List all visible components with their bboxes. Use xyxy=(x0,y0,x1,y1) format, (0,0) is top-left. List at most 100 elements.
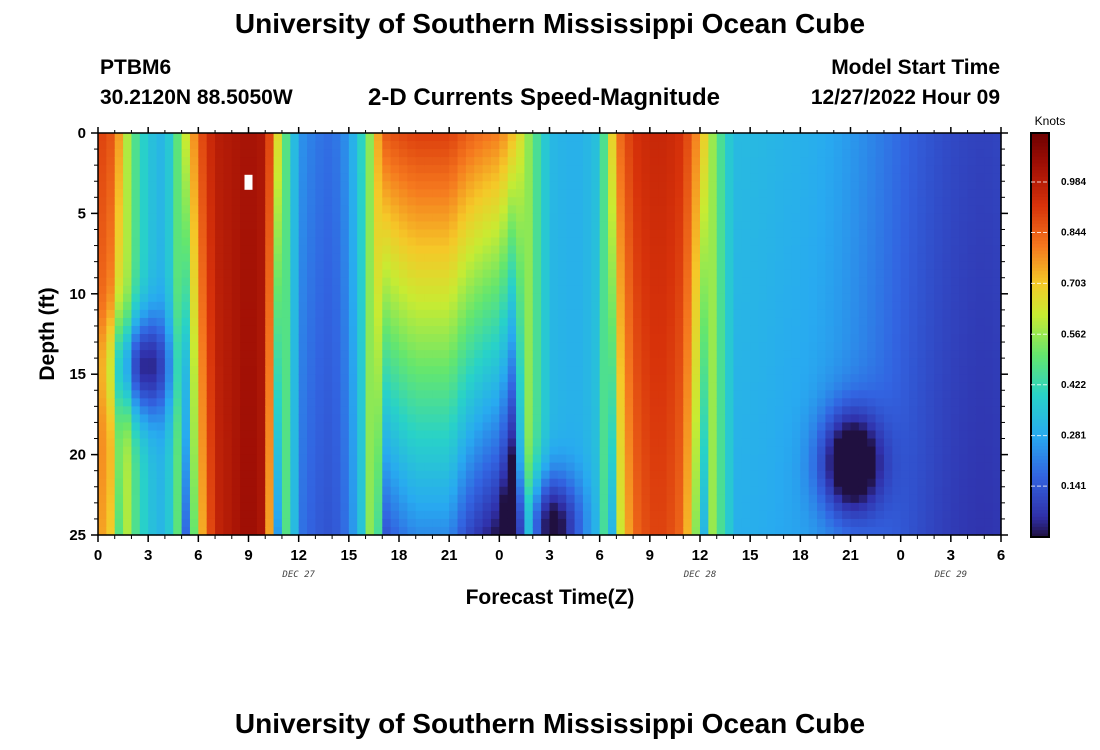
heatmap-cell xyxy=(708,358,718,367)
heatmap-cell xyxy=(432,205,442,214)
heatmap-cell xyxy=(490,205,500,214)
heatmap-cell xyxy=(265,269,275,279)
heatmap-cell xyxy=(783,221,793,231)
heatmap-cell xyxy=(474,382,484,391)
heatmap-cell xyxy=(599,470,609,480)
heatmap-cell xyxy=(223,462,233,472)
heatmap-cell xyxy=(290,462,300,472)
heatmap-cell xyxy=(758,277,768,287)
heatmap-cell xyxy=(139,205,149,214)
heatmap-cell xyxy=(123,342,133,351)
heatmap-cell xyxy=(574,197,584,206)
heatmap-cell xyxy=(582,382,592,391)
heatmap-cell xyxy=(683,197,693,206)
heatmap-cell xyxy=(382,309,392,319)
heatmap-cell xyxy=(382,237,392,247)
heatmap-cell xyxy=(783,518,793,528)
heatmap-cell xyxy=(850,237,860,247)
heatmap-cell xyxy=(900,382,910,391)
heatmap-cell xyxy=(883,382,893,391)
heatmap-cell xyxy=(315,325,325,335)
heatmap-cell xyxy=(766,221,776,231)
heatmap-cell xyxy=(875,390,885,399)
heatmap-cell xyxy=(883,133,893,142)
heatmap-cell xyxy=(716,317,726,327)
heatmap-cell xyxy=(98,454,107,464)
heatmap-cell xyxy=(808,213,818,223)
heatmap-cell xyxy=(474,462,484,472)
heatmap-cell xyxy=(875,213,885,223)
heatmap-cell xyxy=(616,422,626,432)
heatmap-cell xyxy=(800,518,810,528)
heatmap-cell xyxy=(315,454,325,464)
heatmap-cell xyxy=(532,165,542,174)
heatmap-cell xyxy=(582,181,592,190)
heatmap-cell xyxy=(499,245,509,255)
heatmap-cell xyxy=(307,486,316,496)
heatmap-cell xyxy=(833,526,843,536)
heatmap-cell xyxy=(390,269,400,279)
heatmap-cell xyxy=(900,141,910,150)
heatmap-cell xyxy=(281,253,291,263)
heatmap-cell xyxy=(750,486,760,496)
heatmap-cell xyxy=(616,430,626,440)
heatmap-cell xyxy=(348,277,358,287)
heatmap-cell xyxy=(842,149,852,158)
heatmap-cell xyxy=(298,213,308,223)
heatmap-cell xyxy=(741,157,751,166)
heatmap-cell xyxy=(106,398,116,407)
heatmap-cell xyxy=(883,149,893,158)
heatmap-cell xyxy=(407,149,417,158)
heatmap-cell xyxy=(273,325,283,335)
heatmap-cell xyxy=(482,502,492,512)
heatmap-cell xyxy=(315,398,325,407)
heatmap-cell xyxy=(683,261,693,271)
heatmap-cell xyxy=(616,245,626,255)
heatmap-cell xyxy=(716,390,726,399)
heatmap-cell xyxy=(549,374,559,383)
heatmap-cell xyxy=(674,325,684,335)
heatmap-cell xyxy=(281,478,291,488)
heatmap-cell xyxy=(298,189,308,198)
heatmap-cell xyxy=(867,366,877,375)
heatmap-cell xyxy=(399,398,408,407)
heatmap-cell xyxy=(348,269,358,279)
heatmap-cell xyxy=(315,189,325,198)
heatmap-cell xyxy=(549,141,559,150)
heatmap-cell xyxy=(365,173,375,182)
heatmap-cell xyxy=(215,149,225,158)
heatmap-cell xyxy=(382,285,392,295)
heatmap-cell xyxy=(273,414,283,424)
heatmap-cell xyxy=(231,309,241,319)
heatmap-cell xyxy=(541,293,551,303)
heatmap-cell xyxy=(181,462,191,472)
heatmap-cell xyxy=(842,478,852,488)
heatmap-cell xyxy=(641,141,651,150)
heatmap-cell xyxy=(825,366,835,375)
heatmap-cell xyxy=(399,454,408,464)
heatmap-cell xyxy=(582,486,592,496)
heatmap-cell xyxy=(198,229,208,239)
heatmap-cell xyxy=(541,462,551,472)
heatmap-cell xyxy=(114,406,124,415)
heatmap-cell xyxy=(507,406,517,415)
heatmap-cell xyxy=(867,253,877,263)
heatmap-cell xyxy=(98,149,107,158)
heatmap-cell xyxy=(674,205,684,214)
heatmap-cell xyxy=(156,309,166,319)
heatmap-cell xyxy=(616,414,626,424)
heatmap-cell xyxy=(273,301,283,311)
heatmap-cell xyxy=(800,157,810,166)
heatmap-cell xyxy=(474,293,484,303)
heatmap-cell xyxy=(357,133,367,142)
heatmap-cell xyxy=(700,454,709,464)
heatmap-cell xyxy=(248,350,258,359)
heatmap-cell xyxy=(733,133,743,142)
heatmap-cell xyxy=(340,237,350,247)
heatmap-cell xyxy=(683,414,693,424)
heatmap-cell xyxy=(432,301,442,311)
heatmap-cell xyxy=(281,205,291,214)
heatmap-cell xyxy=(139,342,149,351)
heatmap-cell xyxy=(616,366,626,375)
heatmap-cell xyxy=(399,197,408,206)
